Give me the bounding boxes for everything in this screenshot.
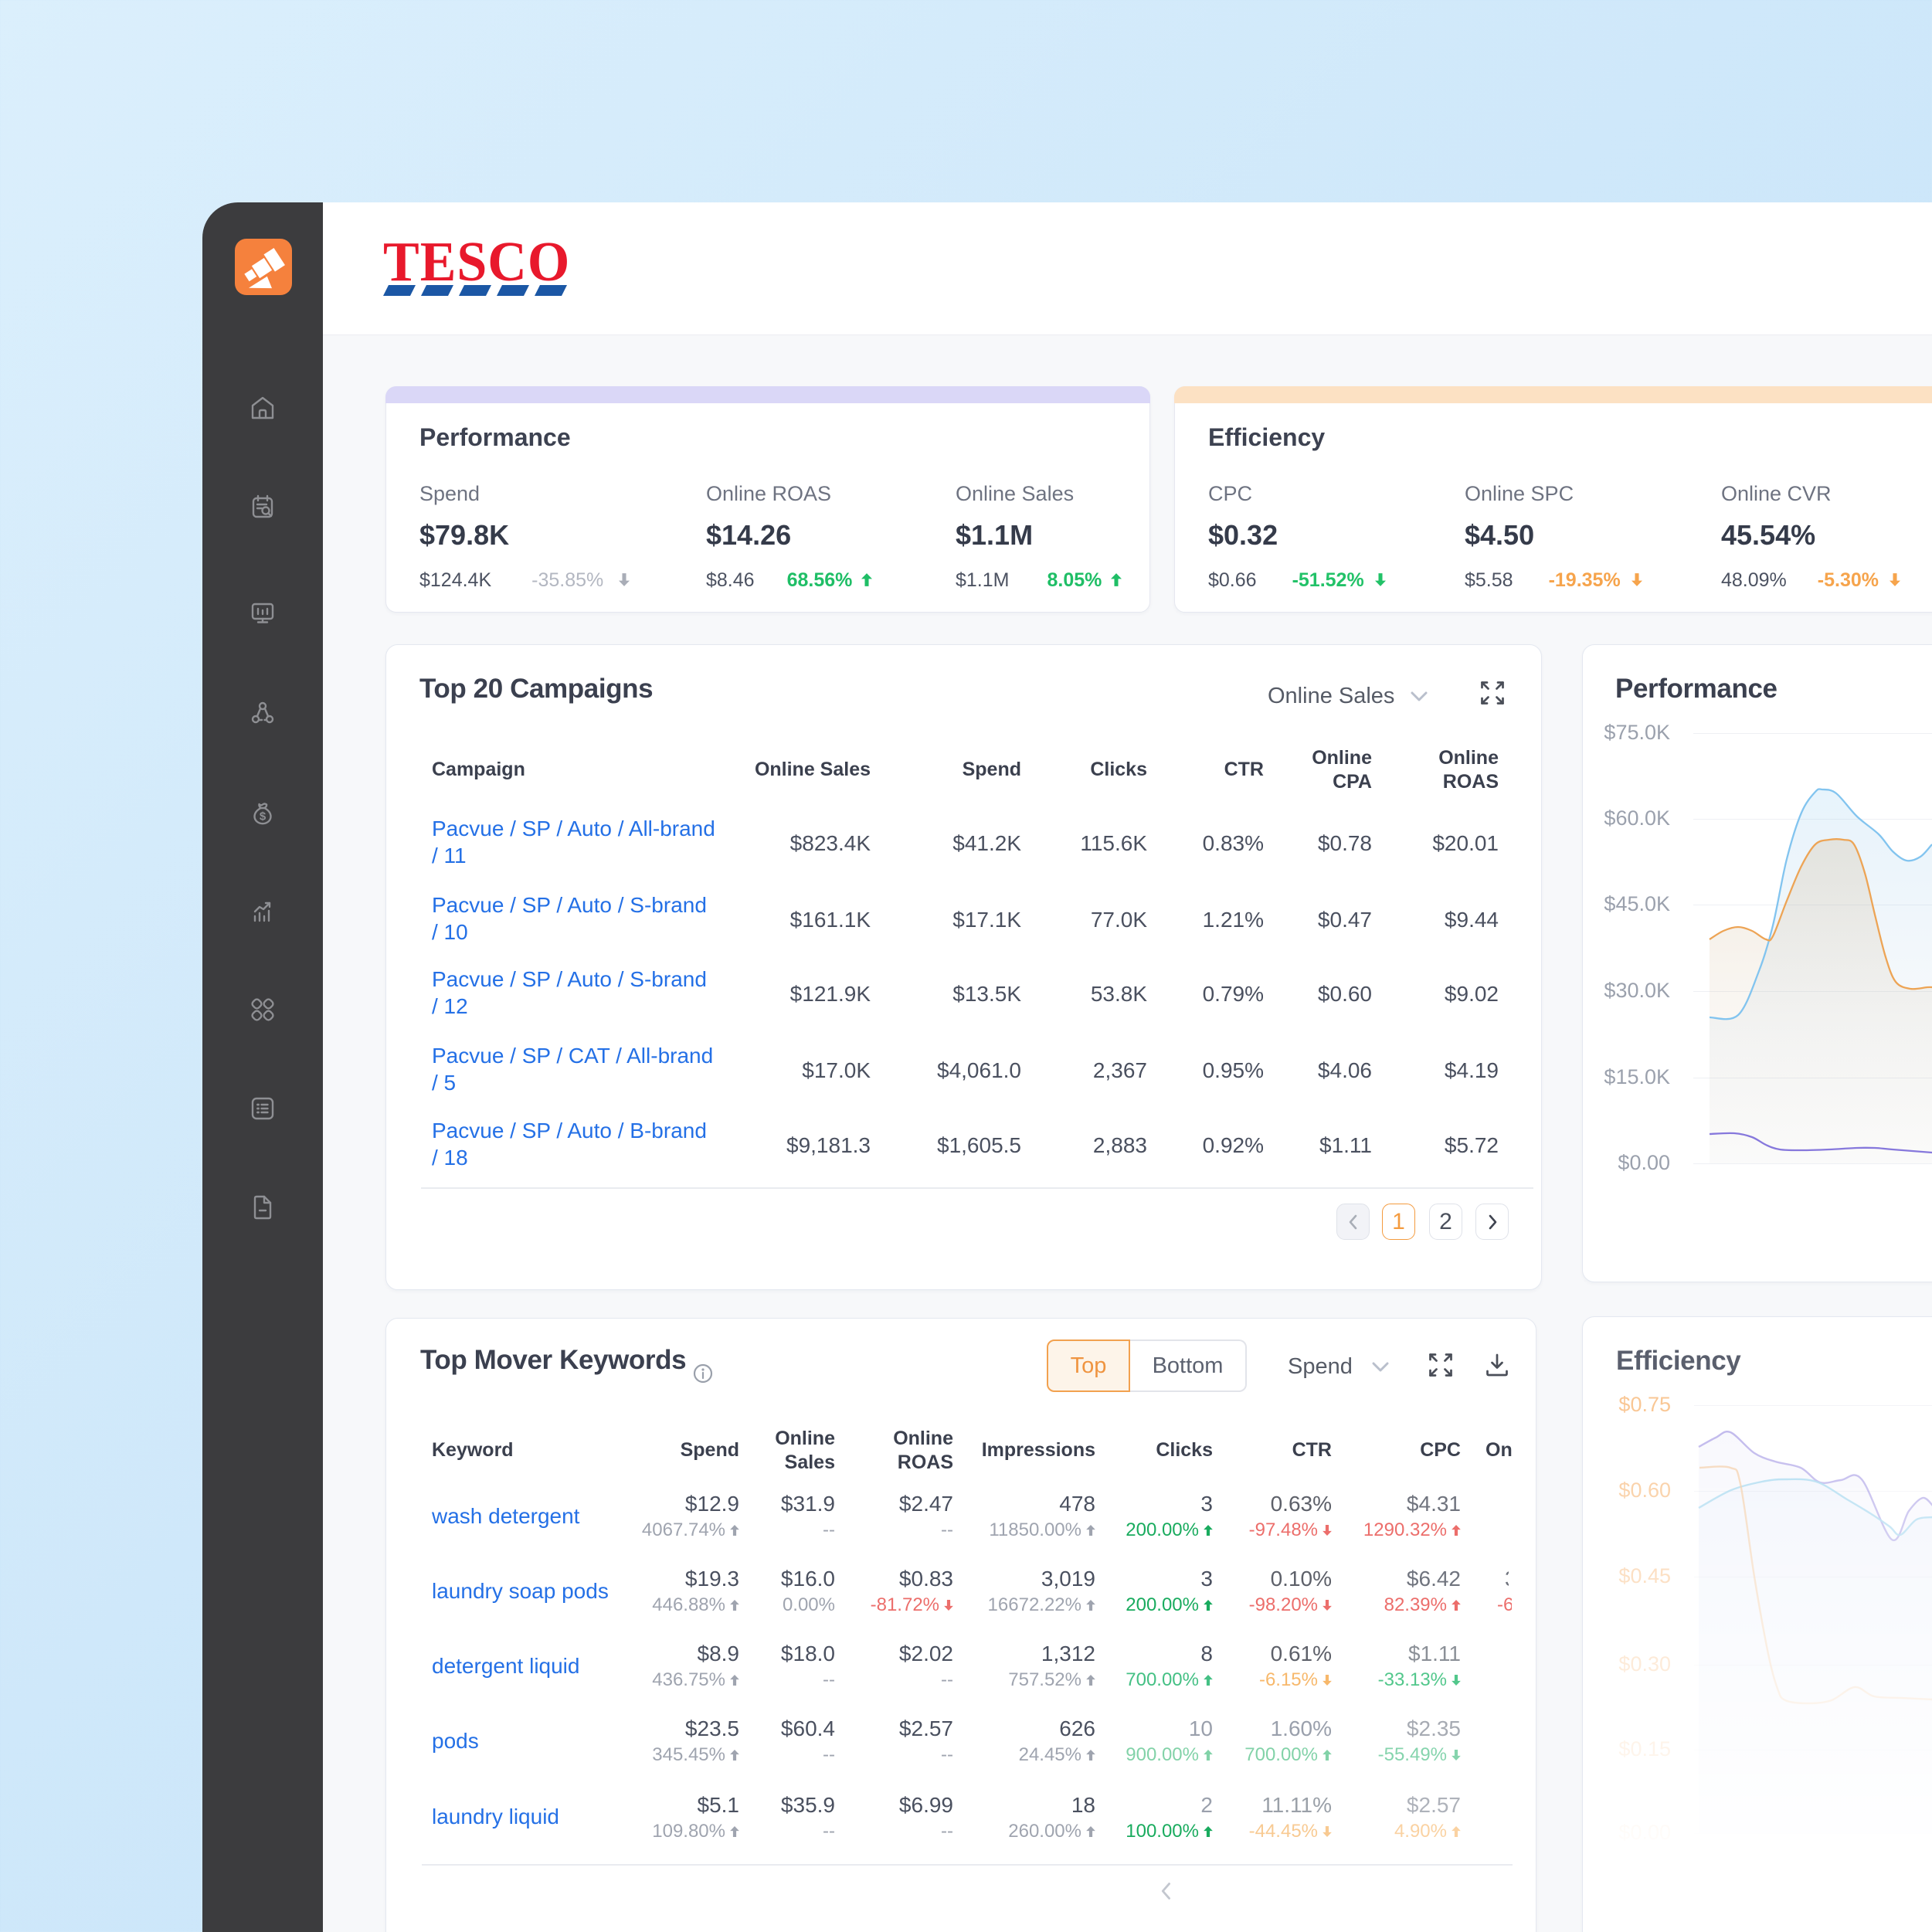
svg-text:$: $ xyxy=(260,810,267,823)
